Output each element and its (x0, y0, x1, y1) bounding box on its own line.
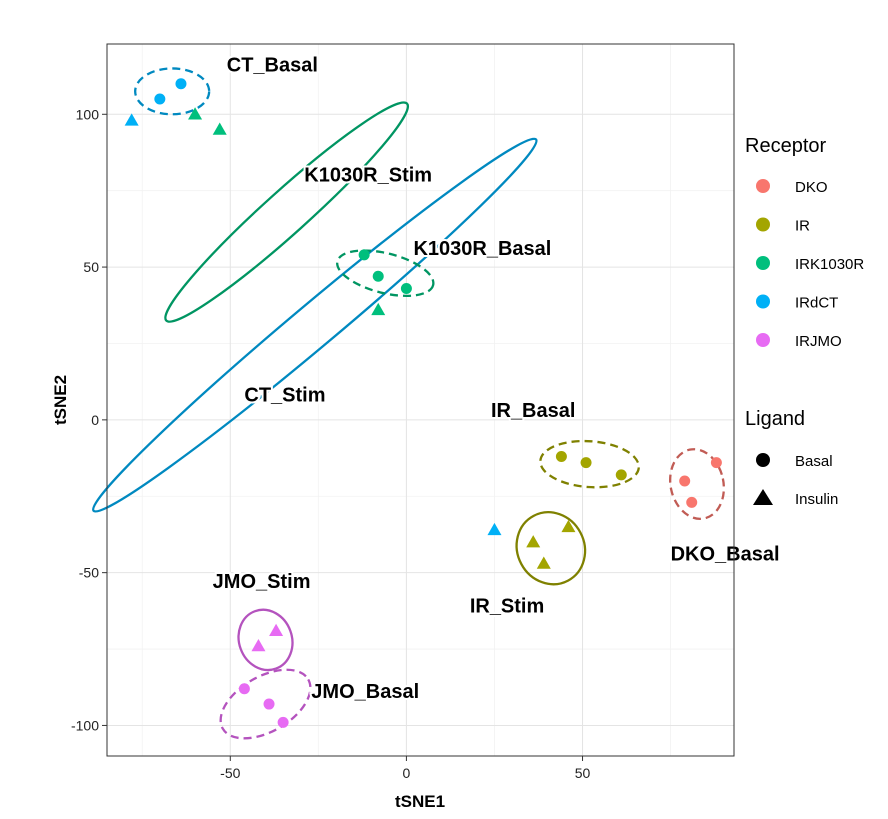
legend-receptor-swatch (756, 333, 770, 347)
legend-receptor-label: DKO (795, 179, 828, 196)
cluster-label: DKO_Basal (671, 543, 780, 565)
cluster-ellipse-dko-basal (669, 448, 726, 520)
data-points (124, 78, 722, 728)
y-axis-title: tSNE2 (51, 375, 70, 425)
cluster-ellipse-jmo-basal (219, 668, 312, 740)
point-irjmo-basal (277, 716, 289, 728)
point-irjmo-insulin (269, 623, 284, 636)
cluster-ellipse-jmo-stim (237, 608, 294, 672)
point-irjmo-insulin (251, 638, 266, 652)
plot-panel (106, 43, 735, 757)
x-axis-title: tSNE1 (395, 792, 445, 811)
x-axis-ticks: -50 0 50 (220, 756, 591, 781)
point-ir-insulin (526, 535, 541, 548)
y-tick-label: 100 (76, 106, 100, 122)
legend-receptor-label: IRdCT (795, 295, 838, 312)
point-irdct-basal (154, 93, 166, 105)
x-tick-label: -50 (220, 765, 240, 781)
cluster-label: IR_Stim (470, 595, 544, 617)
grid-lines (107, 44, 734, 756)
legend-receptor-swatch (756, 256, 770, 270)
point-ir-basal (580, 457, 592, 469)
plot-border (106, 43, 735, 757)
legend-ligand-label: Basal (795, 453, 833, 470)
point-irk1030r-basal (400, 282, 412, 294)
point-dko-basal (686, 496, 698, 508)
cluster-labels: CT_Basal K1030R_Stim CT_Stim K1030R_Basal IR… (211, 53, 782, 705)
cluster-label: JMO_Basal (311, 681, 419, 703)
point-ir-insulin (536, 556, 551, 569)
legend-ligand-swatch (756, 453, 770, 467)
cluster-label: CT_Basal (227, 55, 318, 77)
cluster-label: K1030R_Basal (413, 238, 551, 260)
point-irk1030r-insulin (212, 122, 227, 135)
cluster-ellipse-k1030r-basal (336, 249, 435, 298)
cluster-label: CT_Stim (244, 385, 325, 407)
legend-receptor-items: DKO IR IRK1030R IRdCT IRJMO (756, 179, 864, 350)
x-tick-label: 0 (403, 765, 411, 781)
point-irjmo-basal (238, 683, 250, 695)
legend-ligand-title: Ligand (745, 408, 805, 430)
point-dko-basal (710, 457, 722, 469)
legend-ligand-items: Basal Insulin (753, 453, 838, 508)
legend-receptor-label: IRJMO (795, 333, 842, 350)
y-tick-label: -50 (79, 565, 99, 581)
legend-receptor-title: Receptor (745, 135, 826, 157)
point-ir-basal (555, 451, 567, 463)
y-axis-ticks: -100 -50 0 50 100 (71, 106, 107, 733)
x-tick-label: 50 (575, 765, 591, 781)
cluster-ellipses (91, 67, 726, 740)
point-irdct-basal (175, 78, 187, 90)
legend-ligand-label: Insulin (795, 491, 838, 508)
y-tick-label: 50 (83, 259, 99, 275)
legend-receptor-swatch (756, 179, 770, 193)
y-tick-label: -100 (71, 717, 99, 733)
y-tick-label: 0 (91, 412, 99, 428)
cluster-ellipse-ct-basal (134, 67, 211, 116)
point-dko-basal (679, 475, 691, 487)
cluster-label: IR_Basal (491, 400, 576, 422)
point-irk1030r-insulin (188, 107, 203, 120)
legend-ligand-swatch (753, 489, 773, 505)
cluster-ellipse-ir-stim (515, 511, 587, 586)
cluster-ellipse-ir-basal (539, 439, 640, 489)
point-irk1030r-basal (358, 249, 370, 261)
point-irdct-insulin (124, 113, 139, 126)
legend-receptor-label: IR (795, 218, 810, 235)
point-irk1030r-basal (372, 270, 384, 282)
cluster-label: JMO_Stim (213, 571, 311, 593)
legend-receptor-label: IRK1030R (795, 256, 864, 273)
cluster-ellipse-ct-stim (91, 137, 538, 513)
cluster-ellipse-k1030r-stim (164, 101, 410, 323)
legend-receptor-swatch (756, 294, 770, 309)
point-irdct-insulin (487, 522, 502, 536)
point-irjmo-basal (263, 698, 275, 710)
legend-receptor-swatch (756, 217, 770, 232)
point-ir-basal (615, 469, 627, 481)
point-irk1030r-insulin (371, 302, 386, 316)
cluster-label: K1030R_Stim (304, 165, 432, 187)
point-ir-insulin (561, 519, 576, 533)
